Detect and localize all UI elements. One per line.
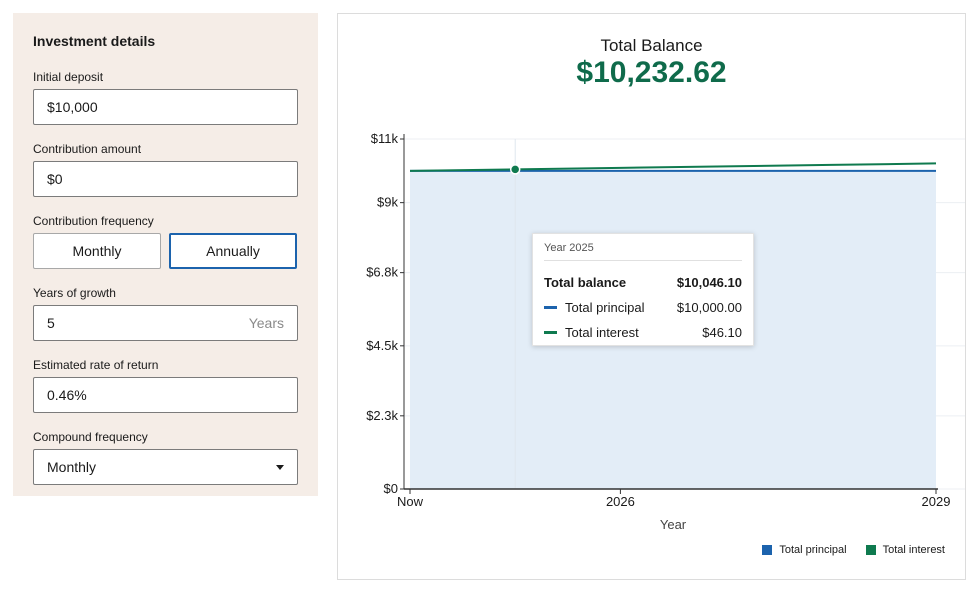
years-of-growth-label: Years of growth [33, 286, 116, 300]
legend-swatch-interest [865, 545, 876, 555]
initial-deposit-input[interactable]: $10,000 [33, 89, 298, 125]
principal-line-swatch [544, 306, 557, 309]
frequency-option-monthly[interactable]: Monthly [33, 233, 161, 269]
legend-item-principal[interactable]: Total principal [762, 544, 847, 556]
hover-point [509, 164, 521, 175]
rate-of-return-input[interactable]: 0.46% [33, 377, 298, 413]
tooltip-principal-value: $10,000.00 [676, 300, 742, 315]
legend-item-interest[interactable]: Total interest [865, 544, 945, 556]
legend-swatch-principal [762, 545, 773, 555]
rate-of-return-value: 0.46% [47, 387, 87, 403]
total-balance-label: Total Balance [600, 36, 703, 55]
interest-line [409, 162, 937, 172]
tooltip-interest-label: Total interest [565, 325, 639, 340]
tooltip-year: Year 2025 [544, 242, 742, 261]
legend-label-interest: Total interest [882, 544, 945, 556]
compound-frequency-select[interactable]: Monthly [33, 449, 298, 485]
panel-title: Investment details [33, 33, 156, 49]
x-tick-label-0: Now [397, 494, 424, 509]
y-tick-label-0: $0 [384, 481, 398, 496]
tooltip-interest-value: $46.10 [702, 325, 742, 340]
compound-frequency-label: Compound frequency [33, 430, 148, 444]
tooltip-total-label: Total balance [544, 275, 627, 290]
years-of-growth-value: 5 [47, 315, 55, 331]
x-tick-label-1: 2026 [606, 494, 635, 509]
tooltip-principal-label: Total principal [565, 300, 645, 315]
investment-details-panel: Investment details Initial deposit $10,0… [13, 13, 318, 496]
tooltip-interest-row: Total interest $46.10 [544, 320, 742, 345]
tooltip-principal-row: Total principal $10,000.00 [544, 295, 742, 320]
tooltip-total-value: $10,046.10 [676, 275, 742, 290]
y-tick-label-4: $9k [377, 195, 398, 210]
contribution-frequency-toggle: Monthly Annually [33, 233, 298, 269]
contribution-frequency-label: Contribution frequency [33, 214, 154, 228]
contribution-amount-input[interactable]: $0 [33, 161, 298, 197]
contribution-amount-value: $0 [47, 171, 63, 187]
y-tick-label-5: $11k [371, 131, 399, 146]
tooltip-total-row: Total balance $10,046.10 [544, 270, 742, 295]
total-balance-value: $10,232.62 [576, 56, 727, 89]
rate-of-return-label: Estimated rate of return [33, 358, 159, 372]
chart-legend: Total principal Total interest [762, 544, 945, 556]
initial-deposit-value: $10,000 [47, 99, 98, 115]
years-suffix: Years [248, 315, 284, 331]
y-tick-label-2: $4.5k [366, 338, 398, 353]
initial-deposit-label: Initial deposit [33, 70, 104, 84]
chart-tooltip: Year 2025 Total balance $10,046.10 Total… [532, 233, 754, 346]
contribution-amount-label: Contribution amount [33, 142, 142, 156]
y-tick-label-1: $2.3k [366, 408, 398, 423]
compound-frequency-value: Monthly [47, 459, 97, 475]
legend-label-principal: Total principal [779, 544, 847, 556]
frequency-option-annually[interactable]: Annually [169, 233, 297, 269]
chart-card: Total Balance $10,232.62 $0 $2.3k $4.5k $6.… [337, 13, 966, 580]
y-tick-label-3: $6.8k [366, 265, 398, 280]
chevron-down-icon [276, 464, 284, 470]
interest-line-swatch [544, 331, 557, 334]
x-axis-title: Year [660, 517, 687, 532]
years-of-growth-input[interactable]: 5 Years [33, 305, 298, 341]
x-tick-label-2: 2029 [922, 494, 951, 509]
